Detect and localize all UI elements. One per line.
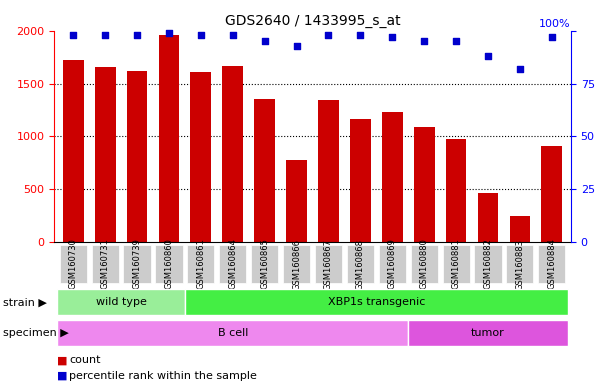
Text: GSM160867: GSM160867 <box>324 238 333 290</box>
Bar <box>63 60 84 242</box>
Text: GSM160883: GSM160883 <box>516 238 525 290</box>
Text: GSM160860: GSM160860 <box>165 238 174 290</box>
Point <box>291 43 301 49</box>
FancyBboxPatch shape <box>188 245 215 283</box>
FancyBboxPatch shape <box>474 245 502 283</box>
Text: GSM160865: GSM160865 <box>260 238 269 290</box>
FancyBboxPatch shape <box>59 245 87 283</box>
Text: GSM160866: GSM160866 <box>292 238 301 290</box>
Bar <box>510 216 530 242</box>
Point <box>419 38 429 44</box>
Text: GSM160864: GSM160864 <box>228 238 237 290</box>
FancyBboxPatch shape <box>408 320 568 346</box>
Text: wild type: wild type <box>96 297 147 308</box>
FancyBboxPatch shape <box>251 245 278 283</box>
Text: count: count <box>69 355 100 365</box>
Text: XBP1s transgenic: XBP1s transgenic <box>328 297 425 308</box>
Text: GSM160868: GSM160868 <box>356 238 365 290</box>
Bar <box>127 71 147 242</box>
Point <box>260 38 269 44</box>
FancyBboxPatch shape <box>538 245 566 283</box>
Bar <box>446 139 466 242</box>
Text: ■: ■ <box>57 355 67 365</box>
Text: GSM160861: GSM160861 <box>197 238 206 290</box>
FancyBboxPatch shape <box>506 245 534 283</box>
FancyBboxPatch shape <box>123 245 151 283</box>
Point <box>388 34 397 40</box>
FancyBboxPatch shape <box>283 245 310 283</box>
FancyBboxPatch shape <box>347 245 374 283</box>
Point <box>451 38 461 44</box>
Point <box>356 32 365 38</box>
Point <box>324 32 334 38</box>
Bar <box>350 119 371 242</box>
FancyBboxPatch shape <box>442 245 469 283</box>
Bar <box>318 101 339 242</box>
Point <box>164 30 174 36</box>
Text: GSM160880: GSM160880 <box>419 238 429 290</box>
Text: tumor: tumor <box>471 328 505 338</box>
Text: B cell: B cell <box>218 328 248 338</box>
Text: GSM160739: GSM160739 <box>133 238 142 290</box>
Text: GSM160881: GSM160881 <box>451 238 460 290</box>
Point <box>100 32 110 38</box>
Bar <box>286 160 307 242</box>
Point <box>515 66 525 72</box>
Bar <box>95 67 115 242</box>
Title: GDS2640 / 1433995_s_at: GDS2640 / 1433995_s_at <box>225 14 400 28</box>
Bar <box>478 194 498 242</box>
Point <box>228 32 237 38</box>
Text: GSM160730: GSM160730 <box>69 238 78 290</box>
Text: 100%: 100% <box>539 18 571 29</box>
FancyBboxPatch shape <box>91 245 118 283</box>
Bar <box>222 66 243 242</box>
Bar <box>382 112 403 242</box>
FancyBboxPatch shape <box>57 320 408 346</box>
Point <box>69 32 78 38</box>
Text: percentile rank within the sample: percentile rank within the sample <box>69 371 257 381</box>
Text: GSM160884: GSM160884 <box>548 238 557 290</box>
Bar <box>191 72 211 242</box>
Bar <box>159 35 179 242</box>
Text: strain ▶: strain ▶ <box>3 297 47 308</box>
FancyBboxPatch shape <box>57 290 185 315</box>
Text: GSM160731: GSM160731 <box>100 238 109 290</box>
Bar <box>414 127 435 242</box>
Point <box>483 53 493 59</box>
FancyBboxPatch shape <box>410 245 438 283</box>
FancyBboxPatch shape <box>219 245 246 283</box>
FancyBboxPatch shape <box>156 245 183 283</box>
FancyBboxPatch shape <box>315 245 342 283</box>
Text: GSM160882: GSM160882 <box>483 238 492 290</box>
Text: GSM160869: GSM160869 <box>388 238 397 290</box>
Bar <box>542 146 562 242</box>
Point <box>132 32 142 38</box>
Text: specimen ▶: specimen ▶ <box>3 328 69 338</box>
Point <box>547 34 557 40</box>
Text: ■: ■ <box>57 371 67 381</box>
FancyBboxPatch shape <box>379 245 406 283</box>
FancyBboxPatch shape <box>185 290 568 315</box>
Point <box>196 32 206 38</box>
Bar <box>254 99 275 242</box>
